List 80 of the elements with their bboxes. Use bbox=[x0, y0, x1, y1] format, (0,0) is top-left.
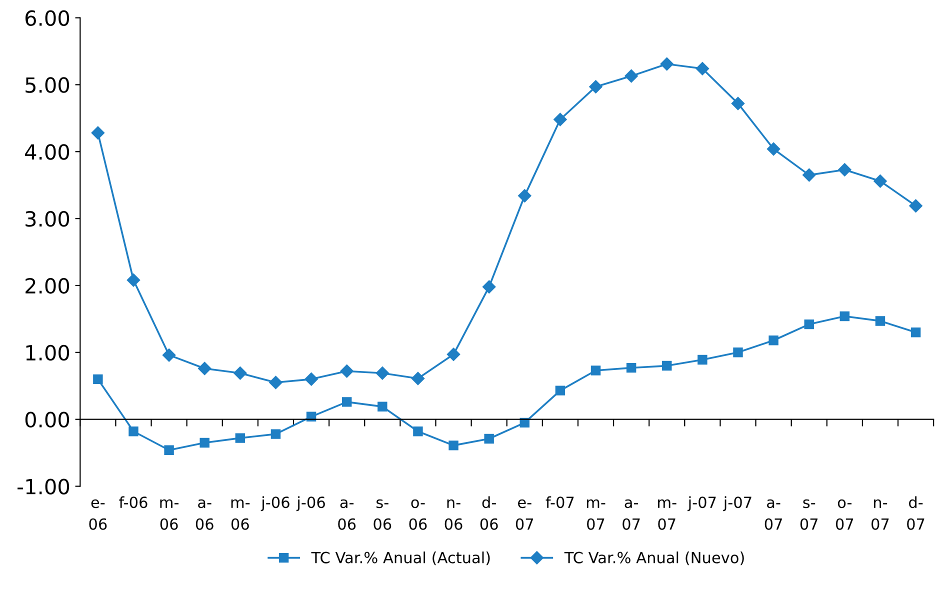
y-tick-label: -1.00 bbox=[18, 478, 70, 494]
point bbox=[555, 386, 566, 396]
point bbox=[554, 112, 567, 126]
point bbox=[910, 327, 921, 338]
point bbox=[624, 69, 638, 83]
point bbox=[342, 397, 352, 407]
point bbox=[198, 362, 212, 376]
y-tick-label: 5.00 bbox=[26, 77, 70, 93]
y-tick-label: 0.00 bbox=[25, 412, 70, 428]
x-tick-label: a- 07 bbox=[622, 499, 640, 530]
x-tick-label: j-06 bbox=[296, 496, 325, 512]
point bbox=[731, 96, 745, 110]
x-tick-label: j-07 bbox=[723, 496, 752, 512]
x-tick-label: f-06 bbox=[119, 496, 148, 508]
point bbox=[128, 426, 138, 436]
x-tick-label: m- 07 bbox=[658, 499, 676, 530]
x-tick-label: m- 06 bbox=[231, 499, 250, 530]
point bbox=[875, 316, 886, 326]
x-tick-label: j-07 bbox=[688, 496, 716, 512]
point bbox=[766, 142, 780, 156]
y-tick-label: 6.00 bbox=[26, 10, 70, 26]
point bbox=[446, 348, 460, 362]
point bbox=[802, 168, 816, 182]
point bbox=[840, 311, 850, 322]
point bbox=[589, 80, 602, 94]
point bbox=[340, 364, 354, 378]
point bbox=[304, 372, 318, 386]
point bbox=[376, 366, 389, 380]
x-tick-label: n- 06 bbox=[444, 499, 462, 530]
point bbox=[590, 366, 601, 376]
point bbox=[413, 426, 423, 436]
x-tick-label: s- 06 bbox=[374, 499, 392, 530]
x-tick-label: m- 06 bbox=[160, 499, 179, 530]
x-tick-label: a- 07 bbox=[764, 499, 782, 530]
point bbox=[696, 62, 710, 76]
x-tick-label: a- 06 bbox=[196, 499, 214, 530]
legend-label: TC Var.% Anual (Nuevo) bbox=[564, 552, 744, 566]
point bbox=[162, 348, 176, 362]
point bbox=[518, 189, 532, 202]
point bbox=[411, 372, 425, 386]
point bbox=[448, 440, 458, 450]
point bbox=[93, 374, 103, 384]
point bbox=[660, 57, 674, 71]
point bbox=[626, 362, 636, 373]
legend-label: TC Var.% Anual (Actual) bbox=[311, 552, 490, 566]
y-tick-label: 1.00 bbox=[26, 344, 70, 361]
point bbox=[698, 354, 708, 365]
point bbox=[164, 445, 174, 455]
x-tick-label: a- 06 bbox=[338, 499, 356, 530]
point bbox=[804, 319, 814, 330]
point bbox=[484, 434, 494, 444]
point bbox=[482, 280, 496, 294]
point bbox=[126, 274, 140, 287]
point bbox=[662, 360, 672, 371]
point bbox=[838, 163, 852, 176]
point bbox=[909, 199, 922, 212]
x-tick-label: o- 06 bbox=[409, 499, 427, 530]
point bbox=[200, 438, 210, 448]
point bbox=[733, 348, 743, 358]
x-tick-label: d- 07 bbox=[907, 496, 924, 530]
x-tick-label: e- 06 bbox=[89, 499, 107, 530]
x-tick-label: d- 06 bbox=[480, 496, 498, 530]
y-tick-label: 3.00 bbox=[26, 211, 70, 227]
x-tick-label: e- 07 bbox=[516, 499, 534, 530]
x-tick-label: f-07 bbox=[546, 496, 574, 508]
point bbox=[270, 429, 281, 439]
point bbox=[91, 126, 105, 140]
point bbox=[874, 174, 887, 188]
point bbox=[378, 402, 388, 412]
point bbox=[234, 366, 247, 380]
point bbox=[768, 336, 778, 346]
point bbox=[269, 376, 282, 390]
x-tick-label: m- 07 bbox=[586, 499, 606, 530]
x-tick-label: o- 07 bbox=[836, 499, 854, 530]
y-tick-label: 4.00 bbox=[25, 144, 70, 160]
x-tick-label: n- 07 bbox=[872, 499, 889, 530]
x-tick-label: s- 07 bbox=[800, 499, 818, 530]
x-tick-label: j-06 bbox=[260, 496, 290, 512]
y-tick-label: 2.00 bbox=[26, 278, 70, 294]
point bbox=[235, 433, 246, 443]
